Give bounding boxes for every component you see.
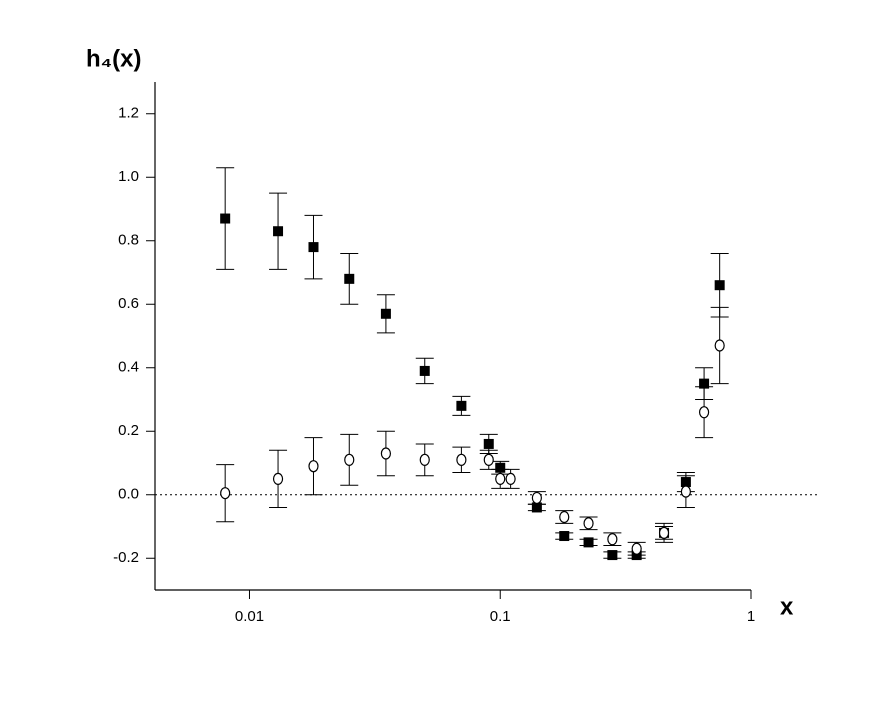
data-point	[607, 550, 618, 561]
data-point	[531, 491, 542, 505]
data-point	[344, 273, 355, 284]
y-tick-label: 1.0	[118, 168, 139, 185]
data-point	[559, 531, 570, 542]
data-point	[680, 485, 691, 498]
data-point	[220, 487, 231, 500]
x-tick-label: 1	[747, 608, 755, 625]
y-axis-title: h₄(x)	[86, 45, 141, 72]
data-point	[658, 526, 670, 539]
data-point	[699, 378, 710, 389]
data-point	[380, 447, 392, 460]
y-tick-label: 0.8	[118, 232, 139, 249]
data-point	[220, 213, 231, 224]
x-tick-label: 0.1	[490, 608, 511, 625]
data-point	[495, 462, 506, 473]
data-point	[272, 472, 284, 485]
data-point	[344, 453, 355, 466]
data-point	[531, 502, 542, 513]
data-point	[495, 472, 506, 485]
data-point	[631, 542, 642, 555]
data-point	[308, 242, 319, 253]
y-tick-label: 0.2	[118, 422, 139, 439]
data-point	[698, 406, 710, 419]
data-point	[456, 400, 467, 411]
data-point	[419, 453, 430, 466]
data-point	[714, 280, 725, 291]
data-point	[714, 339, 725, 352]
x-axis-title: x	[780, 593, 794, 620]
data-point	[505, 472, 516, 485]
data-point	[273, 226, 284, 237]
y-tick-label: 1.2	[118, 105, 139, 122]
y-tick-label: -0.2	[113, 549, 139, 566]
data-point	[419, 365, 430, 376]
x-tick-label: 0.01	[235, 608, 264, 625]
data-point	[483, 438, 494, 449]
data-point	[380, 308, 391, 319]
data-point	[456, 453, 467, 466]
data-point	[559, 510, 570, 524]
data-point	[583, 517, 594, 530]
data-point	[583, 537, 594, 548]
data-point	[483, 453, 494, 466]
y-tick-label: 0.0	[118, 486, 139, 503]
y-tick-label: 0.6	[118, 295, 139, 312]
data-point	[308, 460, 319, 473]
y-tick-label: 0.4	[118, 359, 139, 376]
data-point	[607, 533, 618, 546]
